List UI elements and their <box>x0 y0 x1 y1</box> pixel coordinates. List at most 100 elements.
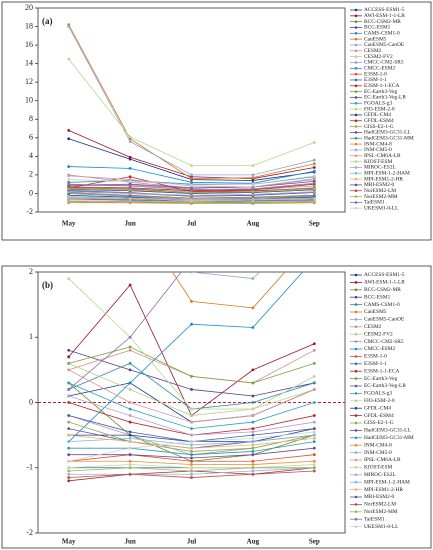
data-point <box>128 184 132 188</box>
y-tick-label: 16 <box>25 40 33 49</box>
data-point <box>251 443 255 447</box>
data-point <box>312 177 316 181</box>
data-point <box>312 469 316 473</box>
data-point <box>190 420 193 424</box>
legend-label: IPSL-CM6A-LR <box>364 153 401 159</box>
legend-marker <box>354 107 358 111</box>
data-point <box>312 466 316 470</box>
data-point <box>312 388 316 391</box>
legend-marker <box>354 142 358 146</box>
legend-label: E3SM-1-1 <box>364 361 387 367</box>
data-point <box>67 57 71 61</box>
data-point <box>67 196 71 200</box>
legend-marker <box>354 480 358 484</box>
plot-frame <box>37 7 346 213</box>
data-point <box>251 472 255 476</box>
legend-marker <box>354 101 358 105</box>
data-point <box>67 25 71 28</box>
data-point <box>190 450 193 453</box>
legend-marker <box>354 355 358 358</box>
data-point <box>67 182 71 186</box>
data-point <box>190 466 193 470</box>
legend-label: HadGEM3-GC31-MM <box>364 435 414 441</box>
series-line <box>68 24 315 180</box>
data-point <box>190 427 193 430</box>
y-tick-label: 1 <box>29 332 33 341</box>
data-point <box>67 420 71 424</box>
data-point <box>128 135 132 139</box>
legend-label: FIO-ESM-2-0 <box>364 106 395 112</box>
legend-label: GFDL-ESM4 <box>364 118 394 124</box>
legend-marker <box>354 67 358 70</box>
legend-marker <box>354 399 358 403</box>
legend-label: GFDL-ESM4 <box>364 413 394 419</box>
data-point <box>67 348 71 352</box>
legend-marker <box>354 273 358 277</box>
legend-label: FGOALS-g3 <box>364 101 392 107</box>
legend-label: AWI-ESM-1-1-LR <box>364 280 405 286</box>
data-point <box>67 469 71 473</box>
legend-marker <box>354 429 358 432</box>
legend-marker <box>354 20 358 23</box>
legend-label: GISS-E2-1-G <box>364 124 394 130</box>
data-point <box>190 258 193 261</box>
data-point <box>67 433 71 437</box>
legend-label: BCC-ESM1 <box>364 294 391 300</box>
x-tick-label: May <box>62 220 76 228</box>
data-point <box>190 472 193 476</box>
data-point <box>190 469 193 473</box>
data-point <box>190 414 193 417</box>
data-point <box>190 433 193 437</box>
data-point <box>128 414 132 417</box>
data-point <box>251 306 255 310</box>
legend-marker <box>354 310 358 314</box>
legend-label: BCC-CSM2-MR <box>364 287 401 293</box>
data-point <box>67 129 71 132</box>
data-point <box>190 183 193 187</box>
legend-marker <box>354 332 358 336</box>
data-point <box>312 375 316 378</box>
data-point <box>128 388 132 391</box>
data-point <box>312 361 316 365</box>
data-point <box>312 453 316 457</box>
legend-marker <box>354 55 358 58</box>
data-point <box>128 420 132 424</box>
data-point <box>251 459 255 463</box>
data-point <box>252 251 255 254</box>
data-point <box>190 198 193 202</box>
data-point <box>128 368 132 372</box>
data-point <box>128 430 132 434</box>
legend-label: CanESM5 <box>364 36 387 42</box>
data-point <box>190 456 193 460</box>
data-point <box>312 162 316 166</box>
y-tick-label: 2 <box>29 170 33 179</box>
legend-label: CanESM5-CanOE <box>364 317 405 323</box>
data-point <box>128 335 132 339</box>
data-point <box>190 459 193 463</box>
data-point <box>251 436 255 440</box>
legend-label: INM-CM4-8 <box>364 141 392 147</box>
legend-label: E3SM-1-1-ECA <box>364 368 399 374</box>
legend-marker <box>354 303 358 306</box>
legend-label: E3SM-1-1-ECA <box>364 83 399 89</box>
legend-label: EC-Earth3-Veg-LR <box>364 95 406 101</box>
legend-marker <box>354 160 358 163</box>
data-point <box>67 414 71 417</box>
data-point <box>312 348 316 352</box>
data-point <box>67 476 71 479</box>
legend-label: NorESM2-LM <box>364 188 396 194</box>
data-point <box>251 277 255 280</box>
data-point <box>251 430 255 434</box>
y-tick-label: 12 <box>25 77 33 86</box>
data-point <box>128 440 132 444</box>
x-tick-label: Jun <box>124 220 135 228</box>
x-tick-label: Jun <box>124 538 135 546</box>
legend-label: CESM2-FV2 <box>364 54 393 60</box>
plot-area <box>67 251 316 483</box>
data-point <box>67 453 71 457</box>
data-point <box>67 466 71 470</box>
data-point <box>128 453 132 457</box>
data-point <box>190 407 193 411</box>
data-point <box>190 173 193 177</box>
data-point <box>251 466 255 470</box>
